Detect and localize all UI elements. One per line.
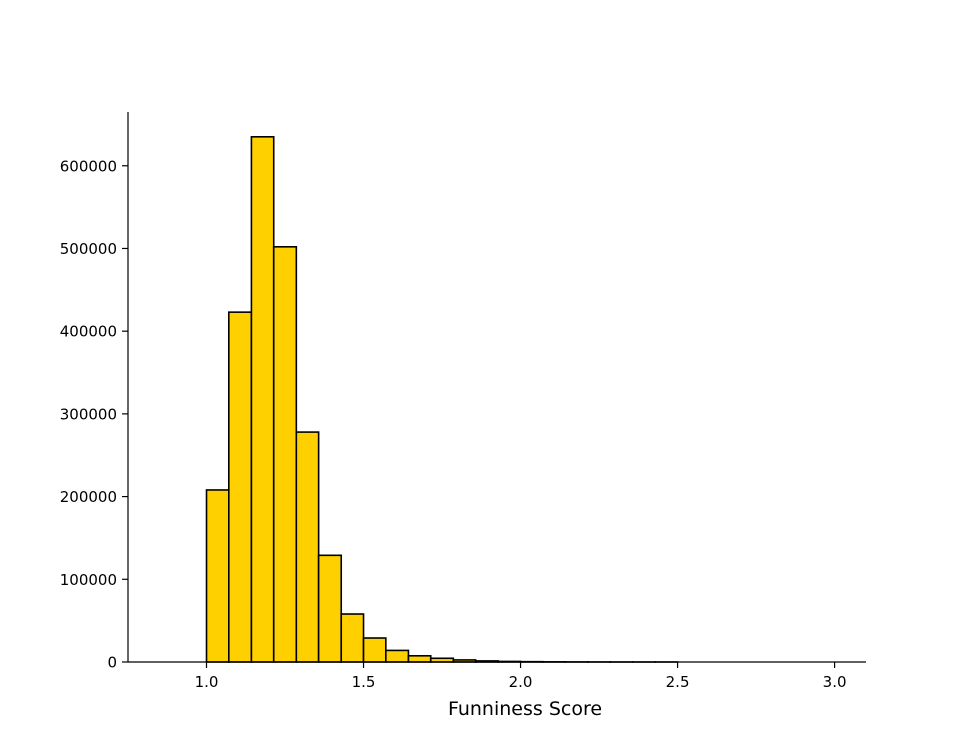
histogram-bar bbox=[274, 247, 297, 662]
histogram-bar bbox=[341, 614, 363, 662]
x-tick-label: 2.0 bbox=[509, 673, 533, 691]
y-tick-label: 0 bbox=[107, 654, 117, 672]
histogram-bar bbox=[207, 490, 229, 662]
x-tick-label: 2.5 bbox=[666, 673, 690, 691]
y-tick-label: 600000 bbox=[60, 157, 117, 175]
histogram-bar bbox=[364, 638, 386, 662]
x-ticks-layer: 1.0 1.5 2.0 2.5 3.0 bbox=[195, 662, 847, 691]
histogram-bar bbox=[251, 137, 273, 662]
x-axis-label: Funniness Score bbox=[448, 698, 602, 720]
y-tick-label: 300000 bbox=[60, 405, 117, 423]
bars-layer bbox=[207, 137, 678, 662]
y-tick-label: 200000 bbox=[60, 488, 117, 506]
y-tick-label: 100000 bbox=[60, 571, 117, 589]
y-ticks-layer: 0 100000 200000 300000 400000 500000 600000 bbox=[60, 157, 128, 671]
y-tick-label: 400000 bbox=[60, 323, 117, 341]
histogram-bar bbox=[319, 555, 342, 662]
x-tick-label: 3.0 bbox=[823, 673, 847, 691]
y-tick-label: 500000 bbox=[60, 240, 117, 258]
histogram-bar bbox=[296, 432, 318, 662]
histogram-bar bbox=[408, 656, 430, 662]
x-tick-label: 1.0 bbox=[195, 673, 219, 691]
x-tick-label: 1.5 bbox=[352, 673, 376, 691]
histogram-bar bbox=[386, 650, 409, 662]
histogram-bar bbox=[229, 312, 252, 662]
